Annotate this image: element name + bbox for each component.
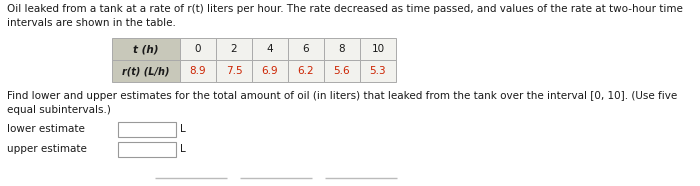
Bar xyxy=(216,38,252,60)
Bar xyxy=(252,60,288,82)
Text: 5.6: 5.6 xyxy=(334,66,350,76)
Text: 6.2: 6.2 xyxy=(298,66,314,76)
Text: 5.3: 5.3 xyxy=(370,66,386,76)
Text: 4: 4 xyxy=(267,44,273,54)
Bar xyxy=(324,60,360,82)
Bar xyxy=(118,142,176,157)
Text: 8: 8 xyxy=(339,44,345,54)
Text: r(t) (L/h): r(t) (L/h) xyxy=(122,66,169,76)
Text: 6.9: 6.9 xyxy=(262,66,279,76)
Bar xyxy=(324,38,360,60)
Bar xyxy=(180,38,216,60)
Text: lower estimate: lower estimate xyxy=(7,124,85,134)
Text: Oil leaked from a tank at a rate of r(t) liters per hour. The rate decreased as : Oil leaked from a tank at a rate of r(t)… xyxy=(7,4,683,28)
Bar xyxy=(216,60,252,82)
Text: 0: 0 xyxy=(195,44,202,54)
Bar xyxy=(112,60,180,82)
Text: t (h): t (h) xyxy=(133,44,159,54)
Text: 8.9: 8.9 xyxy=(190,66,206,76)
Bar xyxy=(360,38,396,60)
Bar xyxy=(180,60,216,82)
Text: L: L xyxy=(180,124,186,134)
Text: 2: 2 xyxy=(231,44,237,54)
Bar xyxy=(288,38,324,60)
Text: 10: 10 xyxy=(372,44,384,54)
Bar xyxy=(252,38,288,60)
Bar xyxy=(112,38,180,60)
Text: upper estimate: upper estimate xyxy=(7,145,87,155)
Bar xyxy=(288,60,324,82)
Bar xyxy=(360,60,396,82)
Text: 7.5: 7.5 xyxy=(225,66,242,76)
Text: Find lower and upper estimates for the total amount of oil (in liters) that leak: Find lower and upper estimates for the t… xyxy=(7,91,678,115)
Text: 6: 6 xyxy=(302,44,309,54)
Bar xyxy=(118,122,176,137)
Text: L: L xyxy=(180,145,186,155)
